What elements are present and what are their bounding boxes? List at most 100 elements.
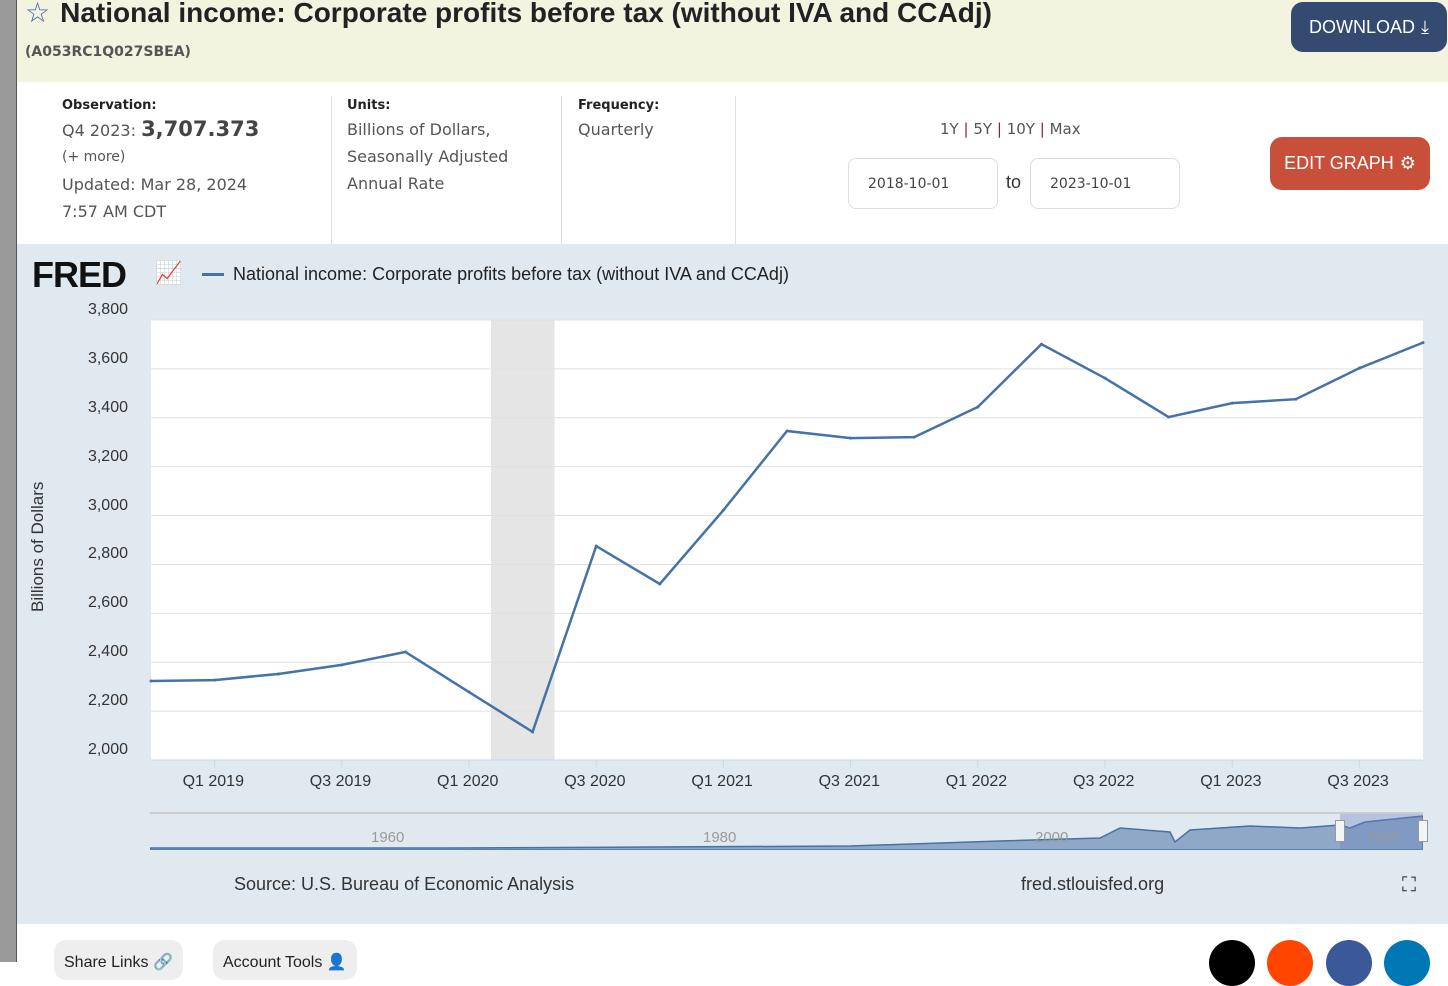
y-tick-label: 2,800 — [87, 545, 128, 563]
data-point — [467, 690, 471, 694]
gear-icon: ⚙ — [1399, 153, 1416, 173]
legend-swatch — [202, 273, 224, 276]
units-label: Units: — [347, 98, 391, 113]
download-label: DOWNLOAD — [1309, 16, 1416, 37]
data-point — [1230, 401, 1234, 405]
observation-block: Observation: Q4 2023: 3,707.373 (+ more)… — [62, 96, 259, 225]
navigator-left-handle[interactable] — [1335, 820, 1345, 842]
updated-date: Updated: Mar 28, 2024 — [62, 175, 248, 194]
page-title: ☆ National income: Corporate profits befo… — [25, 0, 992, 29]
y-tick-label: 2,000 — [87, 741, 128, 758]
x-tick-label: Q1 2019 — [182, 773, 244, 790]
account-label: Account Tools — [223, 954, 323, 971]
y-tick-label: 3,600 — [87, 349, 128, 367]
user-icon: 👤 — [326, 954, 347, 971]
edit-graph-button[interactable]: EDIT GRAPH ⚙ — [1270, 137, 1430, 190]
reddit-share-icon[interactable] — [1267, 940, 1313, 986]
data-point — [721, 508, 725, 512]
data-point — [276, 672, 280, 676]
y-tick-label: 3,800 — [87, 301, 128, 318]
share-links-button[interactable]: Share Links 🔗 — [54, 940, 183, 980]
link-icon: 🔗 — [152, 954, 173, 971]
star-icon[interactable]: ☆ — [25, 0, 51, 28]
chart-logo-icon: 📈 — [155, 260, 183, 285]
x-tick-label: Q1 2020 — [437, 773, 499, 790]
frequency-label: Frequency: — [578, 98, 660, 113]
date-to-input[interactable] — [1030, 158, 1180, 209]
x-tick-label: Q1 2023 — [1200, 773, 1262, 790]
navigator-label: 2000 — [1035, 829, 1069, 846]
y-tick-label: 2,400 — [87, 643, 128, 661]
data-point — [1421, 341, 1425, 345]
range-1y[interactable]: 1Y — [940, 120, 959, 138]
data-point — [849, 436, 853, 440]
y-tick-label: 2,600 — [87, 594, 128, 612]
data-point — [531, 730, 535, 734]
window-edge — [0, 0, 17, 962]
data-point — [1167, 415, 1171, 419]
navigator-selection[interactable] — [1340, 814, 1423, 850]
date-from-input[interactable] — [848, 158, 998, 209]
data-point — [785, 429, 789, 433]
data-point — [1294, 397, 1298, 401]
series-id: (A053RC1Q027SBEA) — [25, 44, 191, 60]
data-point — [658, 582, 662, 586]
x-tick-label: Q3 2022 — [1073, 773, 1135, 790]
data-point — [340, 663, 344, 667]
data-point — [976, 405, 980, 409]
data-point — [912, 435, 916, 439]
title-text: National income: Corporate profits befor… — [60, 0, 992, 28]
x-tick-label: Q1 2021 — [691, 773, 753, 790]
share-label: Share Links — [64, 954, 149, 971]
range-options: 1Y | 5Y | 10Y | Max — [940, 120, 1081, 138]
to-label: to — [1006, 172, 1022, 192]
divider — [331, 96, 332, 244]
x-tick-label: Q3 2019 — [309, 773, 372, 790]
units-line: Billions of Dollars, — [347, 120, 491, 139]
range-10y[interactable]: 10Y — [1006, 120, 1035, 138]
range-5y[interactable]: 5Y — [973, 120, 993, 138]
navigator-label: 2020 — [1367, 829, 1401, 846]
units-block: Units: Billions of Dollars, Seasonally A… — [347, 96, 508, 197]
navigator[interactable]: 1960 1980 2000 2020 — [150, 812, 1428, 850]
facebook-share-icon[interactable] — [1326, 940, 1372, 986]
download-button[interactable]: DOWNLOAD ⤓ — [1291, 2, 1447, 52]
x-tick-label: Q3 2021 — [818, 773, 880, 790]
account-tools-button[interactable]: Account Tools 👤 — [213, 940, 357, 980]
download-icon: ⤓ — [1421, 16, 1429, 37]
frequency-block: Frequency: Quarterly — [578, 96, 659, 143]
more-link[interactable]: (+ more) — [62, 149, 126, 165]
x-share-icon[interactable] — [1209, 940, 1255, 986]
navigator-label: 1960 — [371, 829, 405, 846]
x-tick-label: Q3 2023 — [1327, 773, 1389, 790]
data-point — [149, 679, 153, 683]
chart-svg — [149, 319, 1425, 768]
observation-period: Q4 2023: — [62, 121, 136, 140]
x-tick-label: Q3 2020 — [564, 773, 626, 790]
range-max[interactable]: Max — [1049, 120, 1081, 138]
fred-logo: FRED — [32, 254, 127, 295]
series-header: ☆ National income: Corporate profits befo… — [17, 0, 1448, 82]
observation-value: 3,707.373 — [141, 117, 260, 141]
navigator-series — [150, 815, 1423, 850]
divider — [735, 96, 736, 244]
y-tick-label: 3,200 — [87, 447, 128, 465]
legend-label[interactable]: National income: Corporate profits befor… — [233, 264, 789, 284]
data-point — [1357, 366, 1361, 370]
units-line: Annual Rate — [347, 174, 445, 193]
data-point — [213, 678, 217, 682]
recession-shading — [491, 320, 555, 760]
y-tick-label: 3,000 — [87, 496, 128, 514]
navigator-label: 1980 — [703, 829, 737, 846]
x-tick-label: Q1 2022 — [945, 773, 1008, 790]
y-tick-label: 3,400 — [87, 398, 128, 416]
linkedin-share-icon[interactable] — [1384, 940, 1430, 986]
units-line: Seasonally Adjusted — [347, 147, 509, 166]
frequency-value: Quarterly — [578, 120, 654, 139]
fullscreen-icon[interactable]: ⛶ — [1402, 874, 1416, 896]
navigator-right-handle[interactable] — [1418, 820, 1428, 842]
site-link[interactable]: fred.stlouisfed.org — [1021, 874, 1165, 894]
data-point — [1039, 342, 1043, 346]
data-point — [403, 650, 407, 654]
edit-label: EDIT GRAPH — [1284, 153, 1394, 173]
